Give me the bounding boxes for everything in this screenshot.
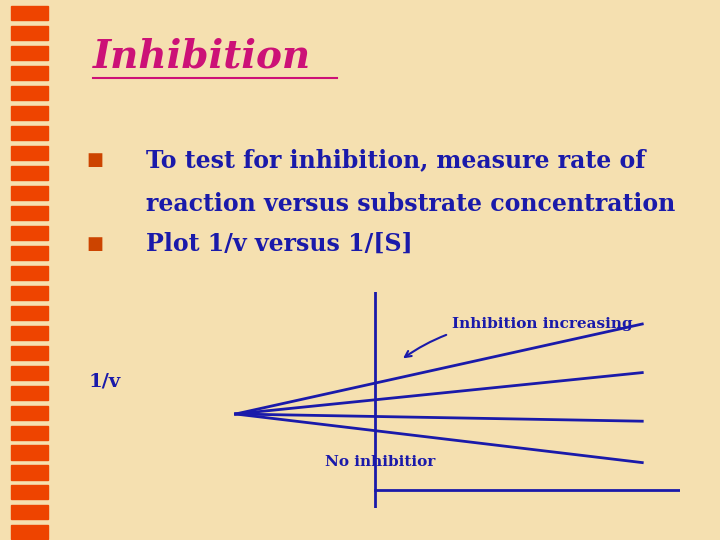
Text: Inhibition increasing: Inhibition increasing: [405, 317, 632, 357]
Bar: [12, 505, 48, 519]
Bar: [12, 46, 48, 60]
Bar: [12, 446, 48, 460]
Bar: [12, 26, 48, 40]
Bar: [12, 326, 48, 340]
Bar: [12, 286, 48, 300]
Text: No inhibitior: No inhibitior: [325, 455, 435, 469]
Text: ■: ■: [86, 151, 103, 169]
Bar: [12, 465, 48, 480]
Bar: [12, 366, 48, 380]
Bar: [12, 86, 48, 100]
Bar: [12, 346, 48, 360]
Bar: [12, 206, 48, 220]
Bar: [12, 146, 48, 160]
Bar: [12, 266, 48, 280]
Bar: [12, 226, 48, 240]
Bar: [12, 66, 48, 80]
Text: Inhibition: Inhibition: [93, 38, 311, 76]
Text: reaction versus substrate concentration: reaction versus substrate concentration: [145, 192, 675, 215]
Text: 1/v: 1/v: [89, 373, 121, 390]
Bar: [12, 525, 48, 539]
Text: To test for inhibition, measure rate of: To test for inhibition, measure rate of: [145, 148, 645, 172]
Bar: [12, 386, 48, 400]
Bar: [12, 406, 48, 420]
Text: Plot 1/v versus 1/[S]: Plot 1/v versus 1/[S]: [145, 232, 413, 256]
Bar: [12, 485, 48, 500]
Bar: [12, 186, 48, 200]
Bar: [12, 426, 48, 440]
Bar: [12, 126, 48, 140]
Bar: [12, 106, 48, 120]
Bar: [12, 246, 48, 260]
Bar: [12, 166, 48, 180]
Bar: [12, 6, 48, 20]
Bar: [12, 306, 48, 320]
Text: ■: ■: [86, 235, 103, 253]
